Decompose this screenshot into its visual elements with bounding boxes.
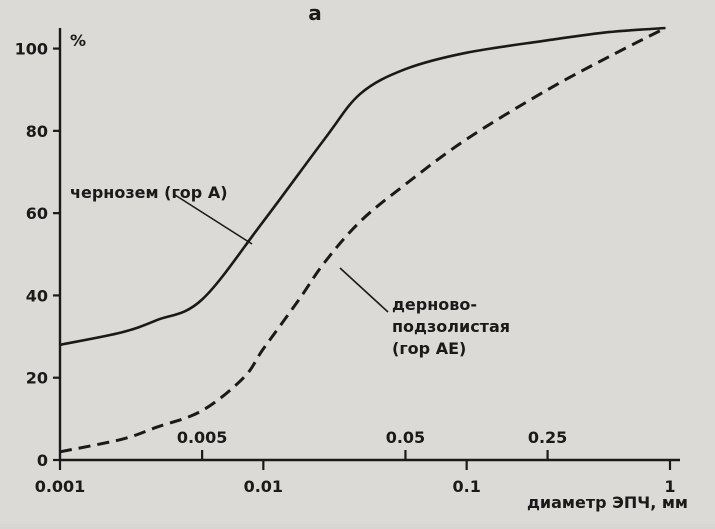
- x-tick-label-lower: 0.01: [244, 477, 283, 496]
- y-tick-label: 40: [26, 286, 48, 305]
- x-tick-label-lower: 0.1: [452, 477, 480, 496]
- annotation-sod-podzolic-line-1: дерново-: [392, 295, 477, 314]
- annotation-sod-podzolic-line-3: (гор АЕ): [392, 339, 466, 358]
- series-sod-podzolic-line: [59, 26, 667, 454]
- x-axis-ticks: 0.001 0.01 0.1 1 0.005 0.05 0.25: [35, 428, 676, 496]
- annotation-sod-podzolic: дерново- подзолистая (гор АЕ): [392, 295, 516, 358]
- panel-label: а: [308, 1, 322, 25]
- x-tick-label-lower: 1: [664, 477, 675, 496]
- annotation-chernozem-line: чернозем (гор А): [70, 183, 228, 202]
- annotation-sod-podzolic-line-2: подзолистая: [392, 317, 510, 336]
- annotation-leader-chernozem: [174, 194, 253, 245]
- series-chernozem-line: [59, 26, 666, 347]
- x-tick-label-upper: 0.25: [528, 428, 567, 447]
- annotation-chernozem: чернозем (гор А): [70, 183, 228, 202]
- y-axis-label: %: [70, 31, 86, 50]
- x-tick-label-lower: 0.001: [35, 477, 86, 496]
- x-axis-title: диаметр ЭПЧ, мм: [527, 493, 688, 512]
- annotation-leader-sod-podzolic: [339, 267, 389, 313]
- y-tick-label: 60: [26, 204, 48, 223]
- x-tick-label-upper: 0.005: [177, 428, 228, 447]
- x-tick-label-upper: 0.05: [386, 428, 425, 447]
- y-tick-label: 20: [26, 369, 48, 388]
- y-tick-label: 0: [37, 451, 48, 470]
- y-tick-label: 100: [15, 40, 48, 59]
- y-axis-ticks: 0 20 40 60 80 100: [15, 40, 60, 470]
- y-tick-label: 80: [26, 122, 48, 141]
